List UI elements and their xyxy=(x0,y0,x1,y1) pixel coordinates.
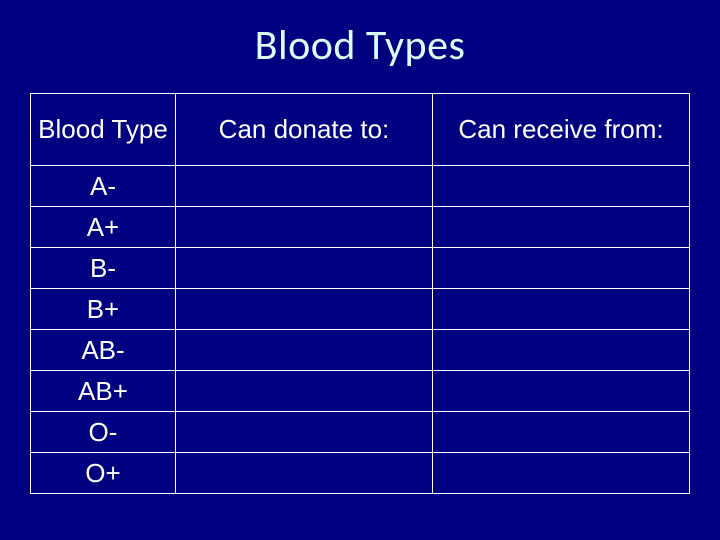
cell-blood-type: B- xyxy=(31,248,176,289)
cell-receive-from xyxy=(432,207,689,248)
col-header-receive-from: Can receive from: xyxy=(432,94,689,166)
cell-blood-type: A+ xyxy=(31,207,176,248)
cell-receive-from xyxy=(432,453,689,494)
cell-donate-to xyxy=(175,248,432,289)
cell-blood-type: A- xyxy=(31,166,176,207)
cell-blood-type: B+ xyxy=(31,289,176,330)
cell-blood-type: AB+ xyxy=(31,371,176,412)
cell-donate-to xyxy=(175,371,432,412)
cell-receive-from xyxy=(432,166,689,207)
table-header-row: Blood Type Can donate to: Can receive fr… xyxy=(31,94,690,166)
cell-blood-type: O- xyxy=(31,412,176,453)
page-title: Blood Types xyxy=(30,20,690,71)
cell-receive-from xyxy=(432,330,689,371)
col-header-blood-type: Blood Type xyxy=(31,94,176,166)
cell-donate-to xyxy=(175,330,432,371)
cell-donate-to xyxy=(175,289,432,330)
blood-types-table: Blood Type Can donate to: Can receive fr… xyxy=(30,93,690,494)
table-row: B+ xyxy=(31,289,690,330)
table-row: AB+ xyxy=(31,371,690,412)
cell-donate-to xyxy=(175,166,432,207)
cell-receive-from xyxy=(432,289,689,330)
cell-blood-type: O+ xyxy=(31,453,176,494)
cell-donate-to xyxy=(175,453,432,494)
table-row: O- xyxy=(31,412,690,453)
cell-blood-type: AB- xyxy=(31,330,176,371)
cell-donate-to xyxy=(175,207,432,248)
cell-receive-from xyxy=(432,412,689,453)
table-row: A- xyxy=(31,166,690,207)
cell-donate-to xyxy=(175,412,432,453)
cell-receive-from xyxy=(432,248,689,289)
table-row: B- xyxy=(31,248,690,289)
cell-receive-from xyxy=(432,371,689,412)
table-row: O+ xyxy=(31,453,690,494)
table-row: A+ xyxy=(31,207,690,248)
col-header-donate-to: Can donate to: xyxy=(175,94,432,166)
table-row: AB- xyxy=(31,330,690,371)
